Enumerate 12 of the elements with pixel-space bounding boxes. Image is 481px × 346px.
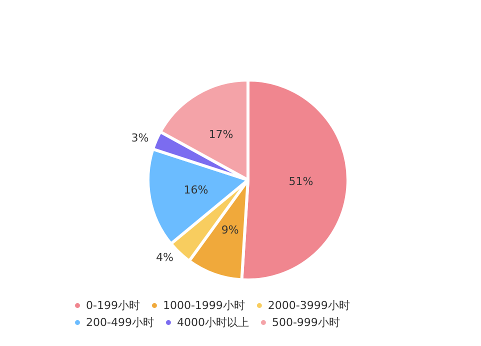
data-label: 16% — [184, 183, 208, 196]
data-label: 3% — [131, 131, 149, 144]
data-label: 17% — [208, 128, 234, 141]
data-label: 4% — [156, 250, 174, 264]
legend-label: 4000小时以上 — [176, 316, 249, 329]
legend-label: 1000-1999小时 — [162, 299, 245, 312]
legend-label: 0-199小时 — [86, 299, 140, 312]
data-label: 51% — [288, 175, 314, 188]
legend-label: 2000-3999小时 — [268, 299, 350, 312]
legend-label: 500-999小时 — [272, 316, 340, 329]
legend-label: 200-499小时 — [86, 316, 154, 329]
data-label: 9% — [221, 223, 239, 236]
